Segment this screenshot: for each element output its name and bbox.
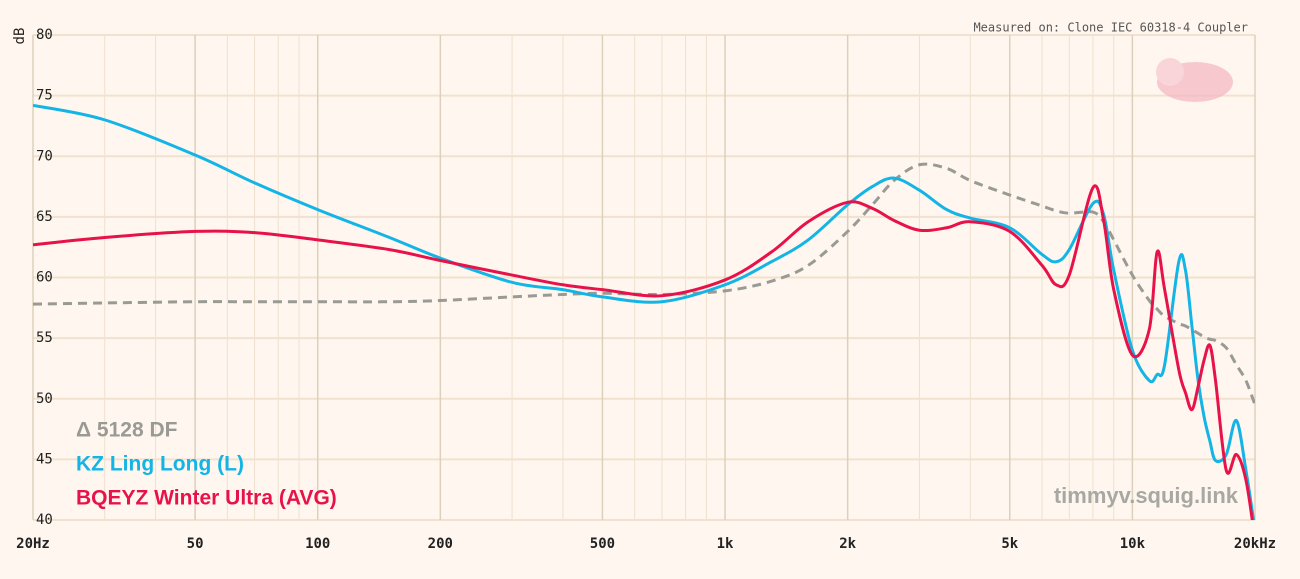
y-tick-label: 80 [36, 27, 53, 43]
series-line [33, 162, 1255, 406]
x-tick-label: 2k [839, 536, 856, 552]
legend-entry: BQEYZ Winter Ultra (AVG) [76, 487, 337, 510]
logo [1156, 58, 1233, 102]
y-tick-label: 60 [36, 270, 53, 286]
legend: Δ 5128 DF KZ Ling Long (L) BQEYZ Winter Ul… [76, 419, 337, 510]
x-tick-label: 500 [590, 536, 615, 552]
y-tick-label: 55 [36, 330, 53, 346]
subtitle: Measured on: Clone IEC 60318-4 Coupler [973, 21, 1248, 35]
y-tick-label: 70 [36, 148, 53, 164]
x-tick-label: 1k [717, 536, 734, 552]
y-tick-label: 65 [36, 209, 53, 225]
y-tick-label: 45 [36, 451, 53, 467]
y-tick-label: 40 [36, 512, 53, 528]
legend-entry: KZ Ling Long (L) [76, 453, 244, 476]
legend-entry: Δ 5128 DF [76, 419, 178, 442]
x-tick-label: 100 [305, 536, 330, 552]
watermark: timmyv.squig.link [1054, 483, 1239, 508]
x-tick-label: 5k [1001, 536, 1018, 552]
x-tick-label: 10k [1120, 536, 1146, 552]
y-axis-label: dB [12, 28, 28, 45]
x-tick-label: 20Hz [16, 536, 50, 552]
x-tick-label: 20kHz [1234, 536, 1276, 552]
y-tick-label: 75 [36, 88, 53, 104]
x-tick-label: 50 [187, 536, 204, 552]
x-tick-label: 200 [428, 536, 453, 552]
y-tick-label: 50 [36, 391, 53, 407]
series-line [33, 184, 1254, 520]
plot-area [33, 103, 1255, 520]
grid [32, 34, 1256, 521]
